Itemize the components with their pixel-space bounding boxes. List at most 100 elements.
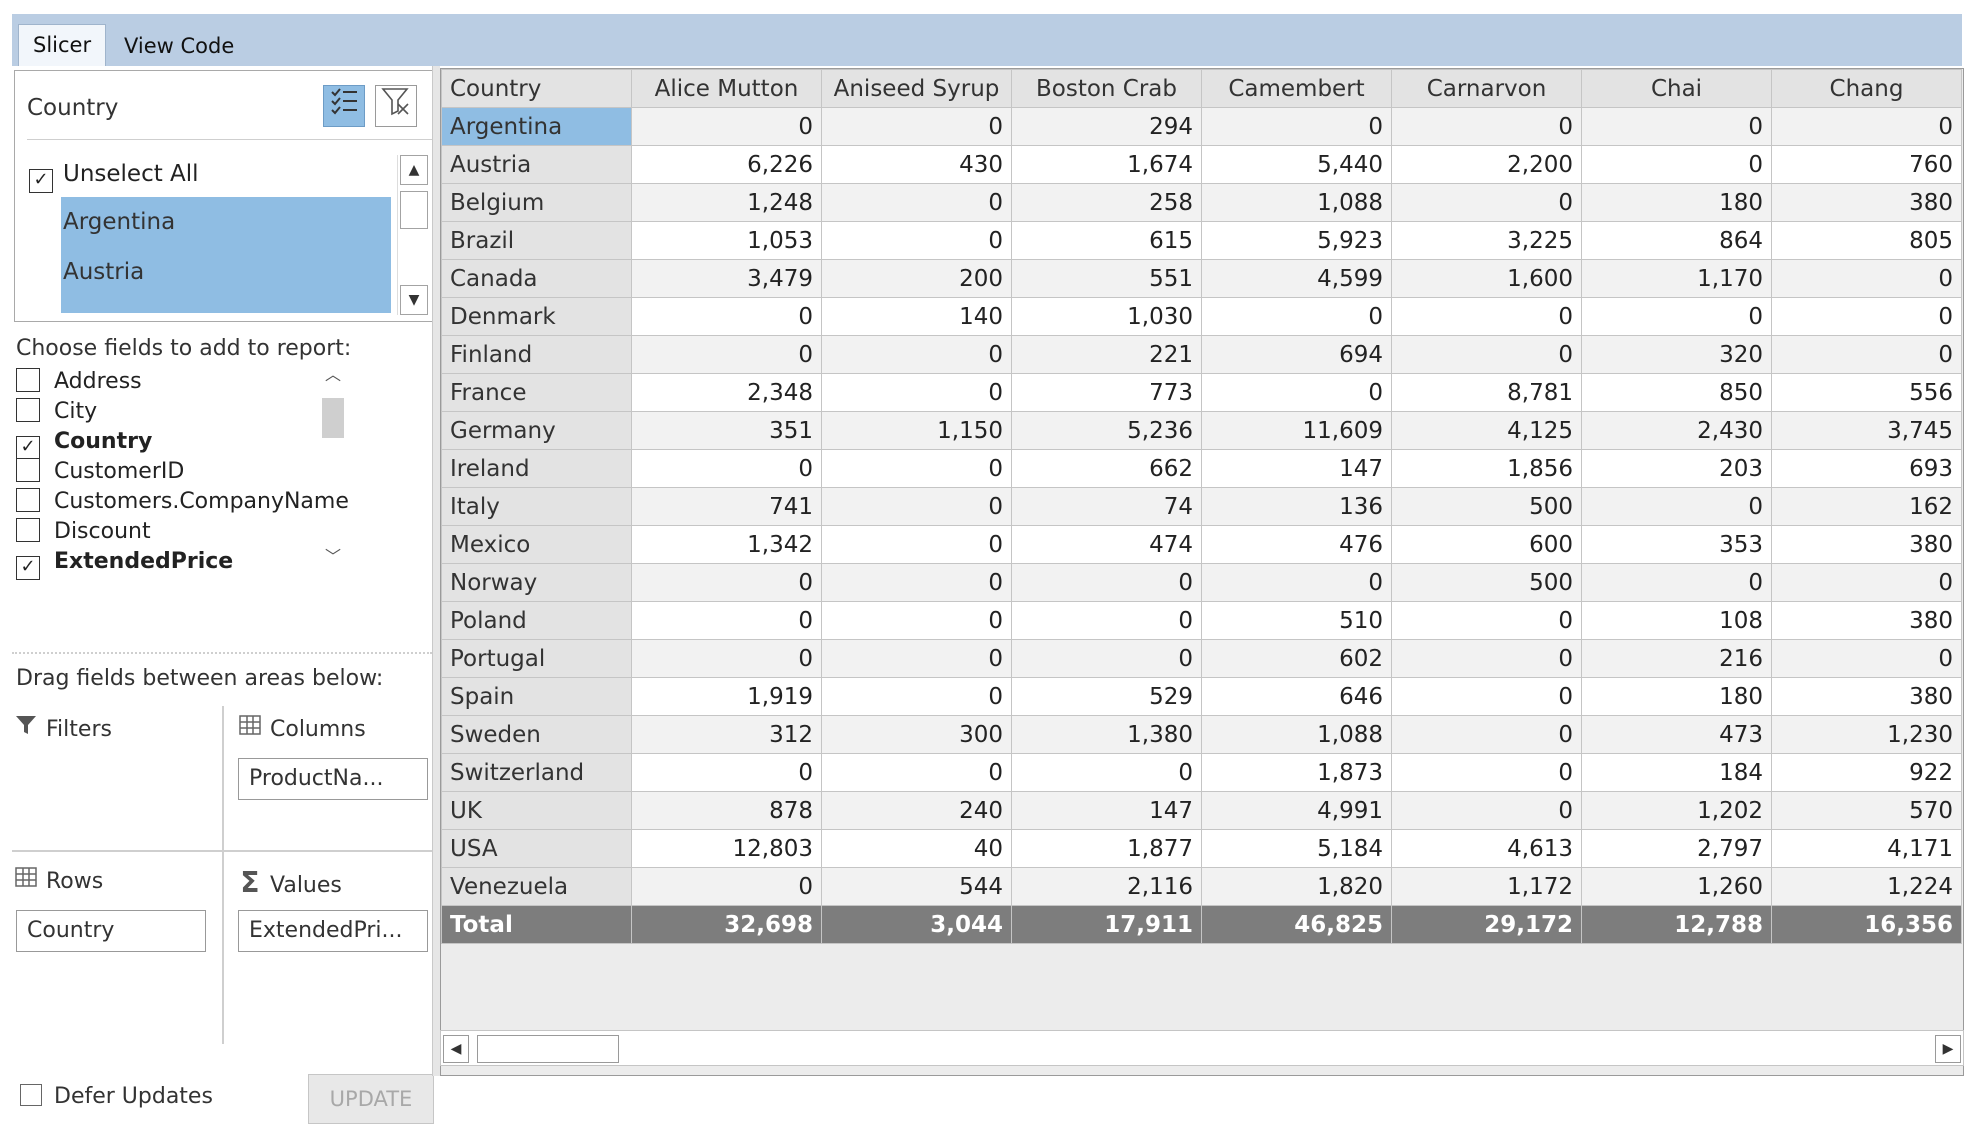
- value-cell[interactable]: 0: [631, 335, 822, 374]
- value-cell[interactable]: 1,202: [1581, 791, 1772, 830]
- tab-view-code[interactable]: View Code: [124, 34, 235, 58]
- row-header[interactable]: Venezuela: [441, 867, 632, 906]
- value-cell[interactable]: 74: [1011, 487, 1202, 526]
- value-cell[interactable]: 4,613: [1391, 829, 1582, 868]
- row-header[interactable]: Ireland: [441, 449, 632, 488]
- value-cell[interactable]: 6,226: [631, 145, 822, 184]
- row-header[interactable]: Austria: [441, 145, 632, 184]
- update-button[interactable]: UPDATE: [308, 1074, 434, 1124]
- value-cell[interactable]: 805: [1771, 221, 1962, 260]
- corner-header[interactable]: Country: [441, 69, 632, 108]
- value-cell[interactable]: 0: [1201, 297, 1392, 336]
- row-header[interactable]: Germany: [441, 411, 632, 450]
- field-customers-companyname[interactable]: Customers.CompanyName: [16, 484, 349, 520]
- value-cell[interactable]: 922: [1771, 753, 1962, 792]
- value-cell[interactable]: 0: [631, 601, 822, 640]
- value-cell[interactable]: 108: [1581, 601, 1772, 640]
- value-cell[interactable]: 878: [631, 791, 822, 830]
- value-cell[interactable]: 0: [1201, 563, 1392, 602]
- value-cell[interactable]: 4,171: [1771, 829, 1962, 868]
- value-cell[interactable]: 5,236: [1011, 411, 1202, 450]
- slicer-item[interactable]: Argentina: [63, 209, 176, 235]
- value-cell[interactable]: 162: [1771, 487, 1962, 526]
- field-country[interactable]: ✓ Country: [16, 424, 152, 460]
- value-cell[interactable]: 380: [1771, 183, 1962, 222]
- scroll-up-icon[interactable]: ▲: [400, 155, 428, 185]
- value-cell[interactable]: 0: [821, 753, 1012, 792]
- value-cell[interactable]: 0: [1581, 297, 1772, 336]
- value-cell[interactable]: 1,224: [1771, 867, 1962, 906]
- value-cell[interactable]: 0: [631, 639, 822, 678]
- value-cell[interactable]: 0: [1391, 639, 1582, 678]
- value-cell[interactable]: 2,116: [1011, 867, 1202, 906]
- scroll-thumb[interactable]: [322, 398, 344, 438]
- value-cell[interactable]: 0: [1771, 259, 1962, 298]
- value-cell[interactable]: 136: [1201, 487, 1392, 526]
- value-cell[interactable]: 147: [1201, 449, 1392, 488]
- value-cell[interactable]: 4,125: [1391, 411, 1582, 450]
- value-cell[interactable]: 693: [1771, 449, 1962, 488]
- value-cell[interactable]: 1,380: [1011, 715, 1202, 754]
- value-cell[interactable]: 1,260: [1581, 867, 1772, 906]
- value-cell[interactable]: 1,342: [631, 525, 822, 564]
- value-cell[interactable]: 184: [1581, 753, 1772, 792]
- value-cell[interactable]: 864: [1581, 221, 1772, 260]
- value-cell[interactable]: 380: [1771, 525, 1962, 564]
- scroll-right-icon[interactable]: ▶: [1935, 1035, 1961, 1063]
- slicer-item[interactable]: Austria: [63, 259, 145, 285]
- value-cell[interactable]: 0: [1581, 487, 1772, 526]
- columns-field-chip[interactable]: ProductNa...: [238, 758, 428, 800]
- value-cell[interactable]: 0: [1011, 639, 1202, 678]
- value-cell[interactable]: 0: [1201, 373, 1392, 412]
- value-cell[interactable]: 40: [821, 829, 1012, 868]
- value-cell[interactable]: 476: [1201, 525, 1392, 564]
- value-cell[interactable]: 2,200: [1391, 145, 1582, 184]
- value-cell[interactable]: 0: [821, 677, 1012, 716]
- value-cell[interactable]: 0: [1581, 107, 1772, 146]
- column-header[interactable]: Chai: [1581, 69, 1772, 108]
- field-list-scrollbar[interactable]: ︿ ﹀: [320, 362, 346, 576]
- value-cell[interactable]: 474: [1011, 525, 1202, 564]
- value-cell[interactable]: 529: [1011, 677, 1202, 716]
- value-cell[interactable]: 1,856: [1391, 449, 1582, 488]
- value-cell[interactable]: 0: [1771, 335, 1962, 374]
- value-cell[interactable]: 312: [631, 715, 822, 754]
- value-cell[interactable]: 4,991: [1201, 791, 1392, 830]
- value-cell[interactable]: 2,430: [1581, 411, 1772, 450]
- row-header[interactable]: Mexico: [441, 525, 632, 564]
- value-cell[interactable]: 258: [1011, 183, 1202, 222]
- scroll-thumb[interactable]: [477, 1035, 619, 1063]
- column-header[interactable]: Alice Mutton: [631, 69, 822, 108]
- value-cell[interactable]: 1,088: [1201, 183, 1392, 222]
- value-cell[interactable]: 294: [1011, 107, 1202, 146]
- value-cell[interactable]: 1,030: [1011, 297, 1202, 336]
- value-cell[interactable]: 0: [631, 563, 822, 602]
- value-cell[interactable]: 500: [1391, 563, 1582, 602]
- value-cell[interactable]: 544: [821, 867, 1012, 906]
- value-cell[interactable]: 0: [821, 449, 1012, 488]
- field-customerid[interactable]: CustomerID: [16, 454, 184, 490]
- value-cell[interactable]: 5,923: [1201, 221, 1392, 260]
- field-discount[interactable]: Discount: [16, 514, 151, 550]
- horizontal-scrollbar[interactable]: ◀ ▶: [440, 1030, 1964, 1066]
- value-cell[interactable]: 600: [1391, 525, 1582, 564]
- value-cell[interactable]: 3,745: [1771, 411, 1962, 450]
- clear-filter-icon[interactable]: [375, 85, 417, 127]
- value-cell[interactable]: 1,172: [1391, 867, 1582, 906]
- checkbox-checked[interactable]: ✓: [16, 436, 40, 460]
- row-header[interactable]: Spain: [441, 677, 632, 716]
- row-header[interactable]: Switzerland: [441, 753, 632, 792]
- value-cell[interactable]: 694: [1201, 335, 1392, 374]
- row-header[interactable]: Poland: [441, 601, 632, 640]
- row-header[interactable]: Sweden: [441, 715, 632, 754]
- value-cell[interactable]: 3,225: [1391, 221, 1582, 260]
- value-cell[interactable]: 760: [1771, 145, 1962, 184]
- value-cell[interactable]: 221: [1011, 335, 1202, 374]
- value-cell[interactable]: 1,088: [1201, 715, 1392, 754]
- value-cell[interactable]: 320: [1581, 335, 1772, 374]
- value-cell[interactable]: 510: [1201, 601, 1392, 640]
- row-header[interactable]: Brazil: [441, 221, 632, 260]
- value-cell[interactable]: 140: [821, 297, 1012, 336]
- value-cell[interactable]: 0: [1391, 183, 1582, 222]
- row-header[interactable]: UK: [441, 791, 632, 830]
